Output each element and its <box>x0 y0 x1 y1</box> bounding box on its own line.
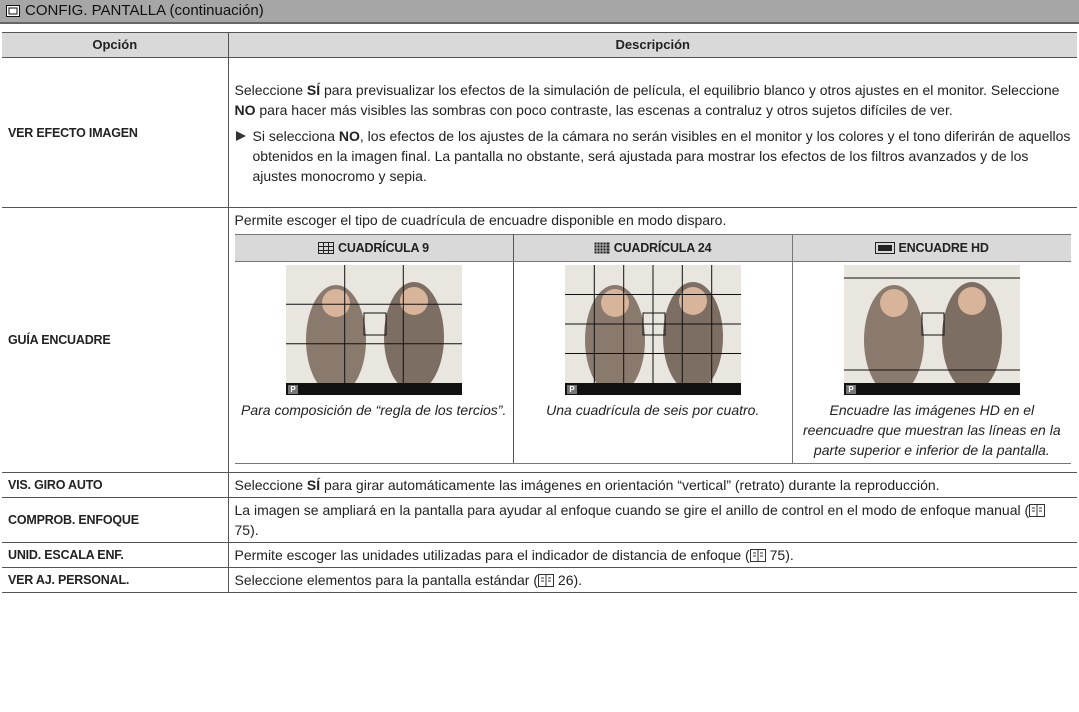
note-text: Si selecciona NO, los efectos de los aju… <box>253 126 1072 186</box>
row: UNID. ESCALA ENF. Permite escoger las un… <box>2 542 1077 568</box>
header: CONFIG. PANTALLA (continuación) <box>0 0 1079 24</box>
text: Si selecciona <box>252 127 339 144</box>
note-icon <box>235 130 246 141</box>
description: Permite escoger el tipo de cuadrícula de… <box>228 207 1077 473</box>
text: ). <box>785 547 794 563</box>
guide-title: CUADRÍCULA 24 <box>613 241 712 255</box>
row: VIS. GIRO AUTO Seleccione SÍ para girar … <box>2 472 1077 498</box>
guide-cell: P Una cuadrícula de seis por cuatro. <box>512 261 793 464</box>
header-row: Opción Descripción <box>2 32 1077 58</box>
guide-header: CUADRÍCULA 9 <box>234 234 514 262</box>
text: , los efectos de los ajustes de la cámar… <box>252 127 1071 184</box>
guide-caption: Para composición de “regla de los tercio… <box>240 402 507 418</box>
text: Permite escoger las unidades utilizadas … <box>234 547 750 563</box>
bold-text: NO <box>234 101 256 118</box>
bold-text: SÍ <box>306 477 321 493</box>
guide-header: CUADRÍCULA 24 <box>512 234 793 262</box>
text: La imagen se ampliará en la pantalla par… <box>234 502 1030 518</box>
guide-cell: P Para composición de “regla de los terc… <box>234 261 514 464</box>
text: ). <box>573 572 583 588</box>
text: para hacer más visibles las sombras con … <box>255 101 953 118</box>
option: UNID. ESCALA ENF. <box>2 542 229 568</box>
paragraph: Permite escoger el tipo de cuadrícula de… <box>234 212 727 228</box>
image-label: P <box>848 385 854 394</box>
guide-caption: Una cuadrícula de seis por cuatro. <box>546 402 760 418</box>
row: VER EFECTO IMAGEN Seleccione SÍ para pre… <box>2 57 1077 208</box>
page-ref-icon <box>538 574 555 587</box>
page-ref-icon <box>749 549 766 562</box>
option: GUÍA ENCUADRE <box>2 207 229 473</box>
paragraph: Seleccione SÍ para previsualizar los efe… <box>235 80 1072 120</box>
option: VER AJ. PERSONAL. <box>2 567 229 593</box>
text: para girar automáticamente las imágenes … <box>320 477 940 493</box>
text: para previsualizar los efectos de la sim… <box>320 81 1060 98</box>
page-ref-icon <box>1029 504 1046 517</box>
table: Opción Descripción VER EFECTO IMAGEN Sel… <box>2 32 1077 593</box>
row: VER AJ. PERSONAL. Seleccione elementos p… <box>2 567 1077 593</box>
note: Si selecciona NO, los efectos de los aju… <box>235 126 1072 186</box>
bold-text: SÍ <box>306 81 321 98</box>
page-ref: 26 <box>557 572 574 588</box>
sample-image: P <box>564 265 741 395</box>
guide-title: CUADRÍCULA 9 <box>338 241 429 255</box>
sample-image: P <box>843 265 1020 395</box>
description: La imagen se ampliará en la pantalla par… <box>228 497 1077 543</box>
header-title: CONFIG. PANTALLA (continuación) <box>25 2 264 19</box>
row: COMPROB. ENFOQUE La imagen se ampliará e… <box>2 497 1077 543</box>
text: Seleccione <box>234 477 307 493</box>
page-ref: 75 <box>234 522 251 538</box>
option: VIS. GIRO AUTO <box>2 472 229 498</box>
image-label: P <box>569 385 575 394</box>
guide-header: ENCUADRE HD <box>791 234 1071 262</box>
column-header: Descripción <box>228 32 1077 58</box>
grid-icon <box>318 242 335 254</box>
text: Seleccione <box>234 81 307 98</box>
description: Seleccione elementos para la pantalla es… <box>228 567 1077 593</box>
description: Seleccione SÍ para girar automáticamente… <box>228 472 1077 498</box>
grid-icon <box>594 242 611 254</box>
sample-image: P <box>285 265 462 395</box>
guide-table: CUADRÍCULA 9 CUADRÍCULA 24 ENCUADRE HD P… <box>234 234 1071 464</box>
bold-text: NO <box>338 127 360 144</box>
guide-title: ENCUADRE HD <box>898 241 989 255</box>
option: COMPROB. ENFOQUE <box>2 497 229 543</box>
menu-icon <box>6 5 20 17</box>
text: ). <box>250 522 259 538</box>
hd-icon <box>874 242 895 254</box>
guide-cell: P Encuadre las imágenes HD en el reencua… <box>791 261 1071 464</box>
text: Seleccione elementos para la pantalla es… <box>234 572 539 588</box>
row: GUÍA ENCUADRE Permite escoger el tipo de… <box>2 207 1077 473</box>
image-label: P <box>290 385 296 394</box>
option: VER EFECTO IMAGEN <box>2 57 229 208</box>
page-ref: 75 <box>769 547 786 563</box>
description: Seleccione SÍ para previsualizar los efe… <box>228 57 1077 208</box>
description: Permite escoger las unidades utilizadas … <box>228 542 1077 568</box>
guide-caption: Encuadre las imágenes HD en el reencuadr… <box>803 402 1061 458</box>
column-header: Opción <box>2 32 229 58</box>
